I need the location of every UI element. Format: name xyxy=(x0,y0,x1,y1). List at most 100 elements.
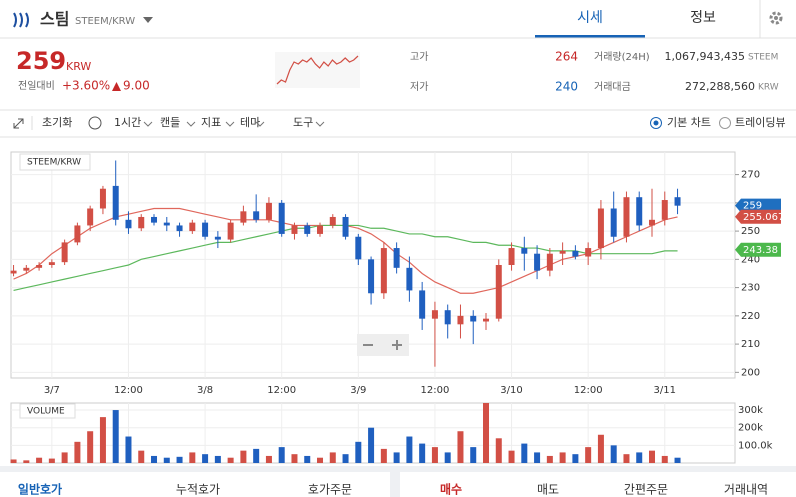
tab-underline xyxy=(535,35,645,38)
candle-body xyxy=(508,248,515,265)
y-tick-label: 200k xyxy=(738,423,763,434)
volume-bar xyxy=(342,454,349,463)
radio-selected[interactable] xyxy=(650,117,662,129)
candle-body xyxy=(483,318,490,322)
candle-body xyxy=(278,202,285,234)
volume-bar xyxy=(546,455,553,463)
price-tag-label: 243.38 xyxy=(743,245,778,256)
candle-body xyxy=(457,315,464,325)
indicator-menu[interactable]: 지표 xyxy=(201,116,221,129)
tradingview-option[interactable]: 트레이딩뷰 xyxy=(735,116,786,129)
candle-body xyxy=(393,248,400,268)
volume-bar xyxy=(99,417,106,463)
candle-body xyxy=(649,219,656,226)
volume-bar xyxy=(74,441,81,463)
expand-icon[interactable] xyxy=(13,118,24,129)
volume-bar xyxy=(304,455,311,463)
candle-body xyxy=(61,242,68,263)
volume-bar xyxy=(291,454,298,463)
tab[interactable]: 일반호가 xyxy=(18,482,62,497)
sparkline xyxy=(276,55,359,85)
volume-bar xyxy=(661,455,668,463)
basic-chart-option[interactable]: 기본 차트 xyxy=(667,116,711,129)
candle-body xyxy=(265,202,272,220)
radio[interactable] xyxy=(719,117,731,129)
tools-menu[interactable]: 도구 xyxy=(293,116,313,129)
volume-bar xyxy=(61,452,68,463)
candle-body xyxy=(112,185,119,220)
volume-bar xyxy=(623,454,630,463)
style-menu[interactable]: 캔들 xyxy=(160,116,180,129)
candle-body xyxy=(431,310,438,319)
candle-body xyxy=(546,253,553,271)
menu-chevrons xyxy=(143,121,325,127)
price-tag-label: 259 xyxy=(743,201,762,212)
amount-value: 272,288,560 xyxy=(685,80,755,93)
tab[interactable]: 매도 xyxy=(537,483,559,497)
volume-value: 1,067,943,435 xyxy=(665,50,745,63)
change-pct: +3.60% xyxy=(62,79,110,93)
price-tag xyxy=(735,209,781,224)
volume-bar xyxy=(278,447,285,463)
interval-menu[interactable]: 1시간 xyxy=(114,116,141,129)
volume-bar xyxy=(138,450,145,463)
candle-body xyxy=(151,216,158,223)
candle-body xyxy=(291,225,298,234)
volume-bar xyxy=(48,458,55,463)
tab[interactable]: 간편주문 xyxy=(624,483,668,497)
candle-body xyxy=(342,216,349,237)
zoom-buttons[interactable] xyxy=(363,340,402,350)
y-tick-label: 230 xyxy=(741,283,760,294)
zoom-control xyxy=(357,334,409,356)
candle-body xyxy=(610,208,617,237)
volume-bar xyxy=(10,459,17,463)
price-tag xyxy=(735,198,781,213)
x-tick-label: 3/10 xyxy=(500,385,522,396)
tab[interactable]: 정보 xyxy=(690,10,716,26)
high-label: 고가 xyxy=(410,51,428,63)
tab[interactable]: 호가주문 xyxy=(308,483,352,497)
volume-bar xyxy=(649,450,656,463)
title-box xyxy=(19,403,76,419)
volume-bar xyxy=(214,455,221,463)
coin-name: 스팀 xyxy=(40,10,69,29)
volume-bar xyxy=(23,460,30,463)
candle-body xyxy=(163,222,170,226)
volume-bar xyxy=(534,452,541,463)
candle-body xyxy=(176,225,183,232)
globe-icon[interactable] xyxy=(88,116,102,130)
candle-body xyxy=(87,208,94,226)
tab[interactable]: 거래내역 xyxy=(724,483,768,497)
tab[interactable]: 매수 xyxy=(440,482,462,497)
sparkline-box xyxy=(275,52,360,88)
price-tag xyxy=(735,242,781,257)
candle-body xyxy=(36,265,43,268)
dropdown-arrow[interactable] xyxy=(143,17,153,23)
candle-body xyxy=(23,267,30,271)
volume-bar xyxy=(202,454,209,463)
y-tick-label: 250 xyxy=(741,226,760,237)
candle-body xyxy=(355,236,362,260)
y-tick-label: 200 xyxy=(741,367,760,378)
volume-bar xyxy=(521,443,528,463)
volume-bar xyxy=(559,452,566,463)
x-tick-label: 3/11 xyxy=(654,385,676,396)
amount-unit: KRW xyxy=(758,83,779,93)
volume-bar xyxy=(125,436,132,463)
volume-bar xyxy=(495,438,502,463)
candle-body xyxy=(240,211,247,223)
volume-title: VOLUME xyxy=(27,407,65,417)
up-arrow xyxy=(112,82,121,91)
tab[interactable]: 누적호가 xyxy=(176,483,220,497)
tab[interactable]: 시세 xyxy=(577,10,603,26)
reset-button[interactable]: 초기화 xyxy=(42,116,72,129)
candle-body xyxy=(521,248,528,254)
candle-body xyxy=(674,197,681,206)
y-tick-label: 210 xyxy=(741,339,760,350)
settings-icon[interactable] xyxy=(769,11,783,25)
right-tabs xyxy=(400,472,796,497)
candle-body xyxy=(572,250,579,257)
theme-menu[interactable]: 테마 xyxy=(240,116,260,129)
y-tick-label: 220 xyxy=(741,311,760,322)
